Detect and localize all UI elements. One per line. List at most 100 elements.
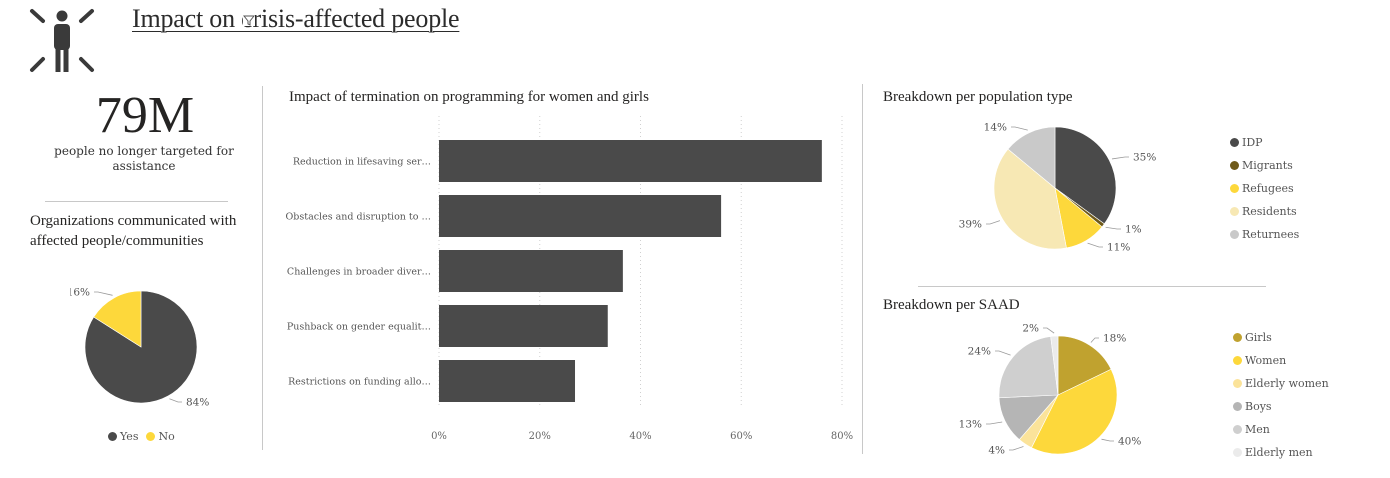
divider (918, 286, 1266, 287)
pie-slice-girls[interactable] (1057, 335, 1112, 396)
page-title[interactable]: Impact on crisis-affected people (132, 4, 460, 33)
pie-slice-elderly-men[interactable] (1050, 335, 1059, 396)
legend-item-no[interactable]: No (146, 427, 175, 445)
pie-data-label: 39% (959, 219, 982, 231)
pie-data-label: 35% (1133, 152, 1156, 164)
legend-label: Yes (120, 429, 139, 443)
bar[interactable] (439, 195, 722, 237)
pie-leader-line (1111, 156, 1129, 160)
y-category-label: Pushback on gender equalit… (287, 322, 431, 333)
kpi-value: 79M (95, 87, 195, 144)
divider (262, 86, 263, 450)
population-pie-chart: 35% 1% 11% 39% 14% (959, 122, 1157, 254)
org-pie-chart: 84% 16% (70, 287, 209, 409)
legend-label: Elderly men (1245, 446, 1313, 459)
pie-leader-line (995, 350, 1011, 356)
org-pie-legend: Yes No (108, 427, 175, 445)
legend-marker (1230, 161, 1239, 170)
y-category-label: Obstacles and disruption to … (286, 212, 432, 223)
termination-bar-chart: 0% 20% 40% 60% 80% Reduction in lifesaving se… (286, 116, 853, 442)
pie-leader-line (1105, 226, 1121, 230)
pie-data-label: 24% (968, 346, 991, 358)
legend-marker (1233, 333, 1242, 342)
legend-marker (1233, 402, 1242, 411)
legend-item-returnees[interactable]: Returnees (1230, 223, 1299, 246)
pie-slice-no[interactable] (93, 290, 142, 348)
x-tick-label: 20% (529, 431, 551, 442)
bar[interactable] (439, 140, 822, 182)
legend-item-girls[interactable]: Girls (1233, 326, 1329, 349)
y-category-label: Restrictions on funding allo… (288, 377, 431, 388)
legend-item-refugees[interactable]: Refugees (1230, 177, 1299, 200)
legend-label: Girls (1245, 331, 1272, 344)
pie-leader-line (1101, 438, 1114, 442)
pie-slice-yes[interactable] (84, 290, 198, 404)
legend-label: IDP (1242, 136, 1263, 149)
pie-leader-line (94, 291, 113, 296)
pie-slice-residents[interactable] (993, 148, 1067, 250)
legend-item-elderly-women[interactable]: Elderly women (1233, 372, 1329, 395)
pie-leader-line (1087, 242, 1103, 248)
saad-pie-chart: 18% 40% 4% 13% 24% 2% (959, 323, 1142, 457)
y-category-label: Reduction in lifesaving ser… (293, 157, 431, 168)
pie-leader-line (1011, 126, 1028, 131)
org-pie-title: Organizations communicated with affected… (30, 213, 237, 249)
bar[interactable] (439, 305, 608, 347)
divider (862, 84, 863, 454)
legend-label: Boys (1245, 400, 1272, 413)
legend-item-residents[interactable]: Residents (1230, 200, 1299, 223)
y-category-label: Challenges in broader diver… (287, 267, 431, 278)
person-impact-icon (30, 9, 94, 72)
legend-label: Women (1245, 354, 1287, 367)
x-tick-label: 80% (831, 431, 853, 442)
pie-leader-line (986, 421, 1003, 425)
legend-marker (1230, 184, 1239, 193)
pie-slice-idp[interactable] (1054, 126, 1117, 225)
bar[interactable] (439, 360, 576, 402)
legend-marker (1233, 379, 1242, 388)
legend-item-women[interactable]: Women (1233, 349, 1329, 372)
bar[interactable] (439, 250, 623, 292)
legend-marker (1233, 448, 1242, 457)
pie-leader-line (169, 398, 182, 403)
bar-chart-title: Impact of termination on programming for… (289, 89, 649, 105)
pie-slice-returnees[interactable] (1007, 126, 1056, 189)
legend-marker (1230, 138, 1239, 147)
pie-leader-line (1009, 446, 1024, 451)
pie-data-label: 13% (959, 419, 982, 431)
legend-label: Men (1245, 423, 1270, 436)
legend-item-elderly-men[interactable]: Elderly men (1233, 441, 1329, 464)
pie-data-label: 1% (1125, 224, 1142, 236)
pie-data-label: 4% (988, 445, 1005, 457)
pie-leader-line (1090, 337, 1099, 343)
legend-label: Refugees (1242, 182, 1294, 195)
legend-marker (146, 431, 156, 441)
x-tick-label: 0% (431, 431, 447, 442)
x-tick-label: 40% (629, 431, 651, 442)
population-pie-title: Breakdown per population type (883, 89, 1073, 105)
legend-marker (1230, 230, 1239, 239)
legend-marker (108, 431, 117, 441)
legend-item-idp[interactable]: IDP (1230, 131, 1299, 154)
saad-pie-title: Breakdown per SAAD (883, 297, 1020, 313)
pie-data-label: 11% (1107, 242, 1130, 254)
saad-pie-legend: Girls Women Elderly women Boys Men Elderly me… (1233, 326, 1329, 464)
legend-item-yes[interactable]: Yes (108, 427, 138, 445)
legend-label: Elderly women (1245, 377, 1329, 390)
legend-item-migrants[interactable]: Migrants (1230, 154, 1299, 177)
legend-marker (1230, 207, 1239, 216)
pie-leader-line (986, 220, 1001, 225)
pie-slice-men[interactable] (998, 336, 1059, 399)
legend-item-men[interactable]: Men (1233, 418, 1329, 441)
divider (45, 201, 228, 202)
population-pie-legend: IDP Migrants Refugees Residents Returnees (1230, 131, 1299, 246)
legend-label: Residents (1242, 205, 1297, 218)
pie-slice-women[interactable] (1031, 368, 1118, 455)
kpi-label: people no longer targeted for assistance (54, 144, 234, 173)
pie-data-label: 40% (1118, 436, 1141, 448)
legend-label: Migrants (1242, 159, 1293, 172)
legend-item-boys[interactable]: Boys (1233, 395, 1329, 418)
pie-data-label: 84% (186, 397, 209, 409)
legend-marker (1233, 356, 1242, 365)
pie-data-label: 16% (70, 287, 90, 299)
